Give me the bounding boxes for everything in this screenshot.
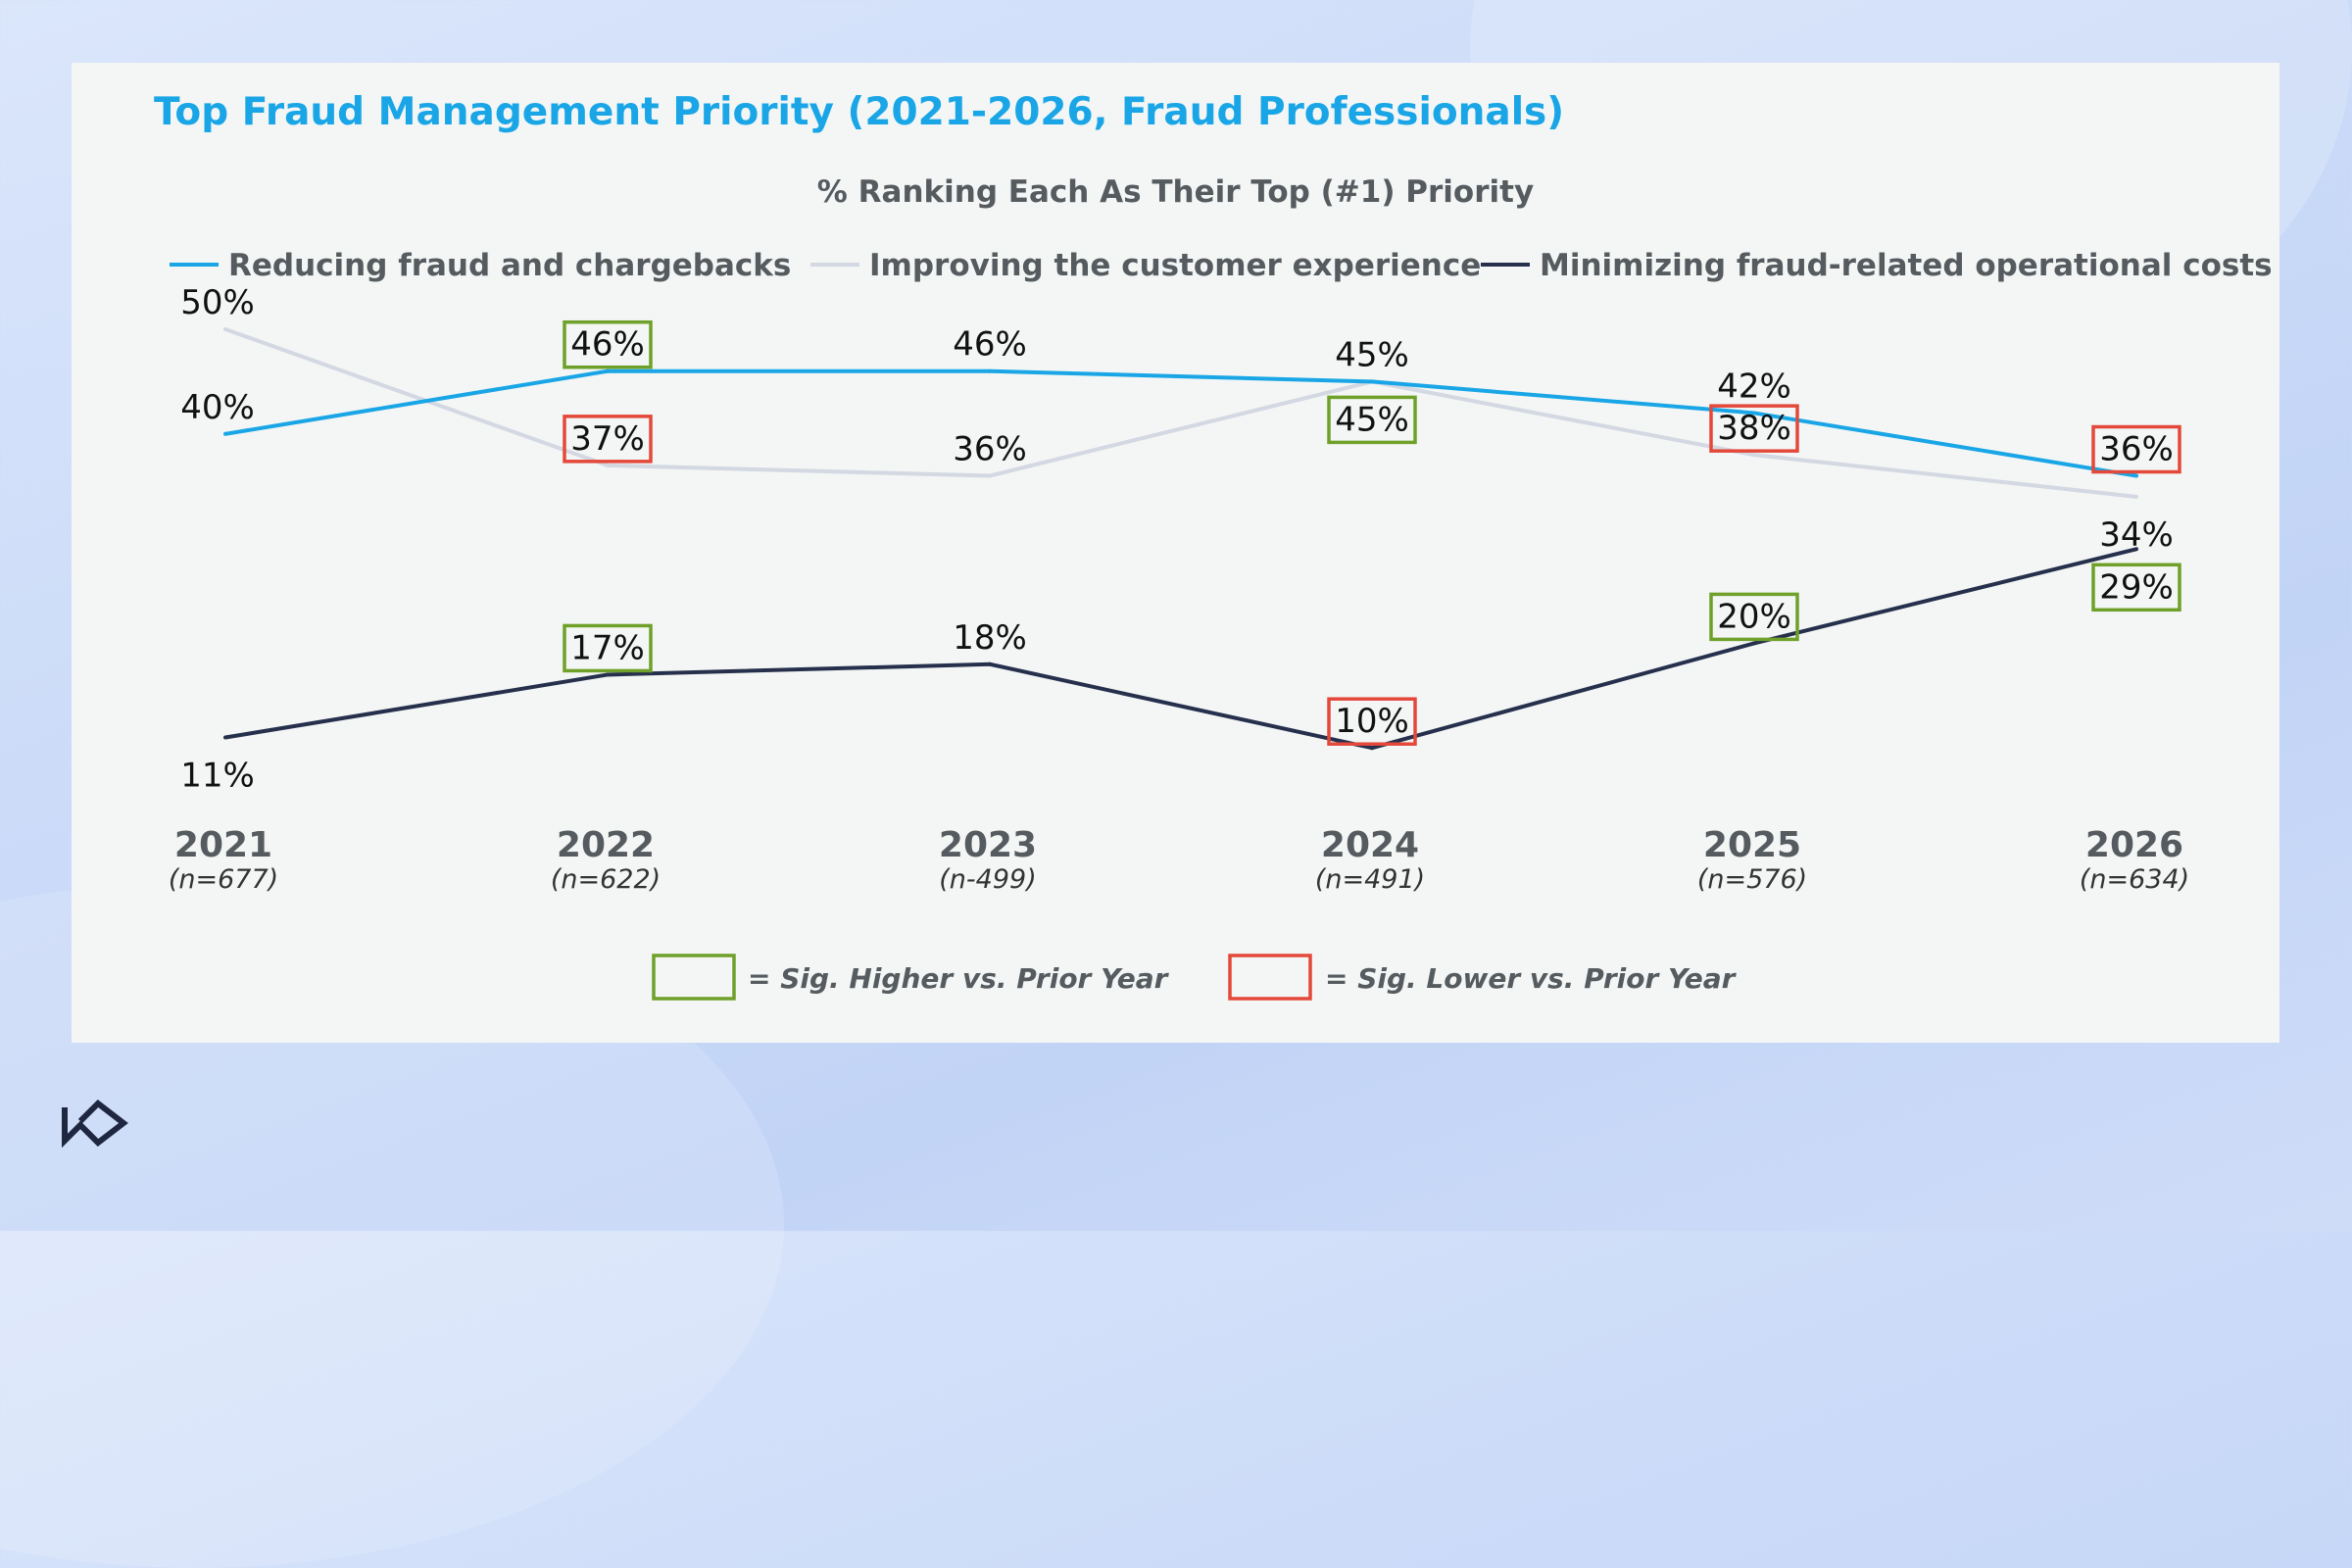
x-sample-size: (n=634) (2080, 864, 2189, 895)
x-sample-size: (n=622) (551, 864, 661, 895)
data-label: 17% (570, 628, 645, 667)
legend-entry: Reducing fraud and chargebacks (228, 248, 791, 283)
data-point (606, 463, 610, 467)
chart-title: Top Fraud Management Priority (2021-2026… (154, 90, 1565, 134)
data-point (2134, 473, 2138, 478)
data-label: 29% (2099, 567, 2174, 607)
data-point (1370, 379, 1374, 384)
data-label: 42% (1717, 367, 1791, 406)
sig-lower-label: = Sig. Lower vs. Prior Year (1325, 962, 1738, 995)
data-point (988, 473, 992, 478)
data-label: 20% (1717, 597, 1791, 636)
significance-box (1709, 592, 1799, 642)
line-chart: Reducing fraud and chargebacks Improving … (169, 248, 2273, 1001)
legend-entry: Improving the customer experience (869, 248, 1481, 283)
significance-box (1709, 404, 1799, 453)
x-tick-label: 2021 (174, 825, 272, 865)
x-tick-label: 2022 (557, 825, 655, 865)
data-point (1370, 746, 1374, 751)
data-label: 38% (1717, 409, 1791, 448)
data-label: 11% (180, 757, 255, 796)
x-sample-size: (n-499) (939, 864, 1036, 895)
chart-panel: Top Fraud Management Priority (2021-2026… (72, 63, 2279, 1043)
data-label: 10% (1335, 702, 1409, 741)
data-point (1752, 453, 1756, 458)
data-label: 18% (953, 618, 1027, 658)
sig-higher-label: = Sig. Higher vs. Prior Year (748, 962, 1170, 995)
brand-logo-icon (62, 1100, 128, 1149)
data-label: 46% (570, 325, 645, 365)
x-sample-size: (n=576) (1697, 864, 1807, 895)
data-label: 40% (180, 388, 255, 427)
data-label: 45% (1335, 400, 1409, 439)
data-label: 36% (2099, 430, 2174, 469)
data-point (988, 662, 992, 666)
significance-box (1327, 697, 1417, 746)
chart-subtitle: % Ranking Each As Their Top (#1) Priorit… (816, 174, 1535, 210)
data-point (606, 368, 610, 373)
data-label: 34% (2099, 515, 2174, 555)
data-point (606, 672, 610, 677)
legend-entry: Minimizing fraud-related operational cos… (1540, 248, 2273, 283)
series-line (224, 547, 2137, 751)
data-point (223, 431, 227, 436)
x-sample-size: (n=491) (1315, 864, 1425, 895)
data-label: 46% (953, 325, 1027, 365)
significance-box (1327, 395, 1417, 445)
significance-box (563, 415, 653, 464)
data-point (1752, 641, 1756, 646)
data-label: 50% (180, 283, 255, 322)
sig-lower-swatch (1228, 954, 1312, 1001)
sig-higher-swatch (652, 954, 736, 1001)
significance-box (2091, 424, 2181, 474)
data-point (988, 368, 992, 373)
x-sample-size: (n=677) (169, 864, 278, 895)
x-tick-label: 2023 (939, 825, 1037, 865)
data-label: 36% (953, 430, 1027, 469)
data-label: 45% (1335, 335, 1409, 374)
data-point (223, 735, 227, 740)
significance-box (2091, 563, 2181, 612)
series-line (224, 368, 2137, 478)
data-point (1752, 411, 1756, 416)
x-tick-label: 2025 (1703, 825, 1801, 865)
significance-box (563, 319, 653, 369)
significance-box (563, 623, 653, 673)
data-point (2134, 547, 2138, 552)
x-tick-label: 2024 (1321, 825, 1419, 865)
x-tick-label: 2026 (2085, 825, 2183, 865)
data-point (2134, 494, 2138, 499)
series-line (224, 327, 2137, 499)
data-label: 37% (570, 419, 645, 459)
data-point (223, 327, 227, 331)
